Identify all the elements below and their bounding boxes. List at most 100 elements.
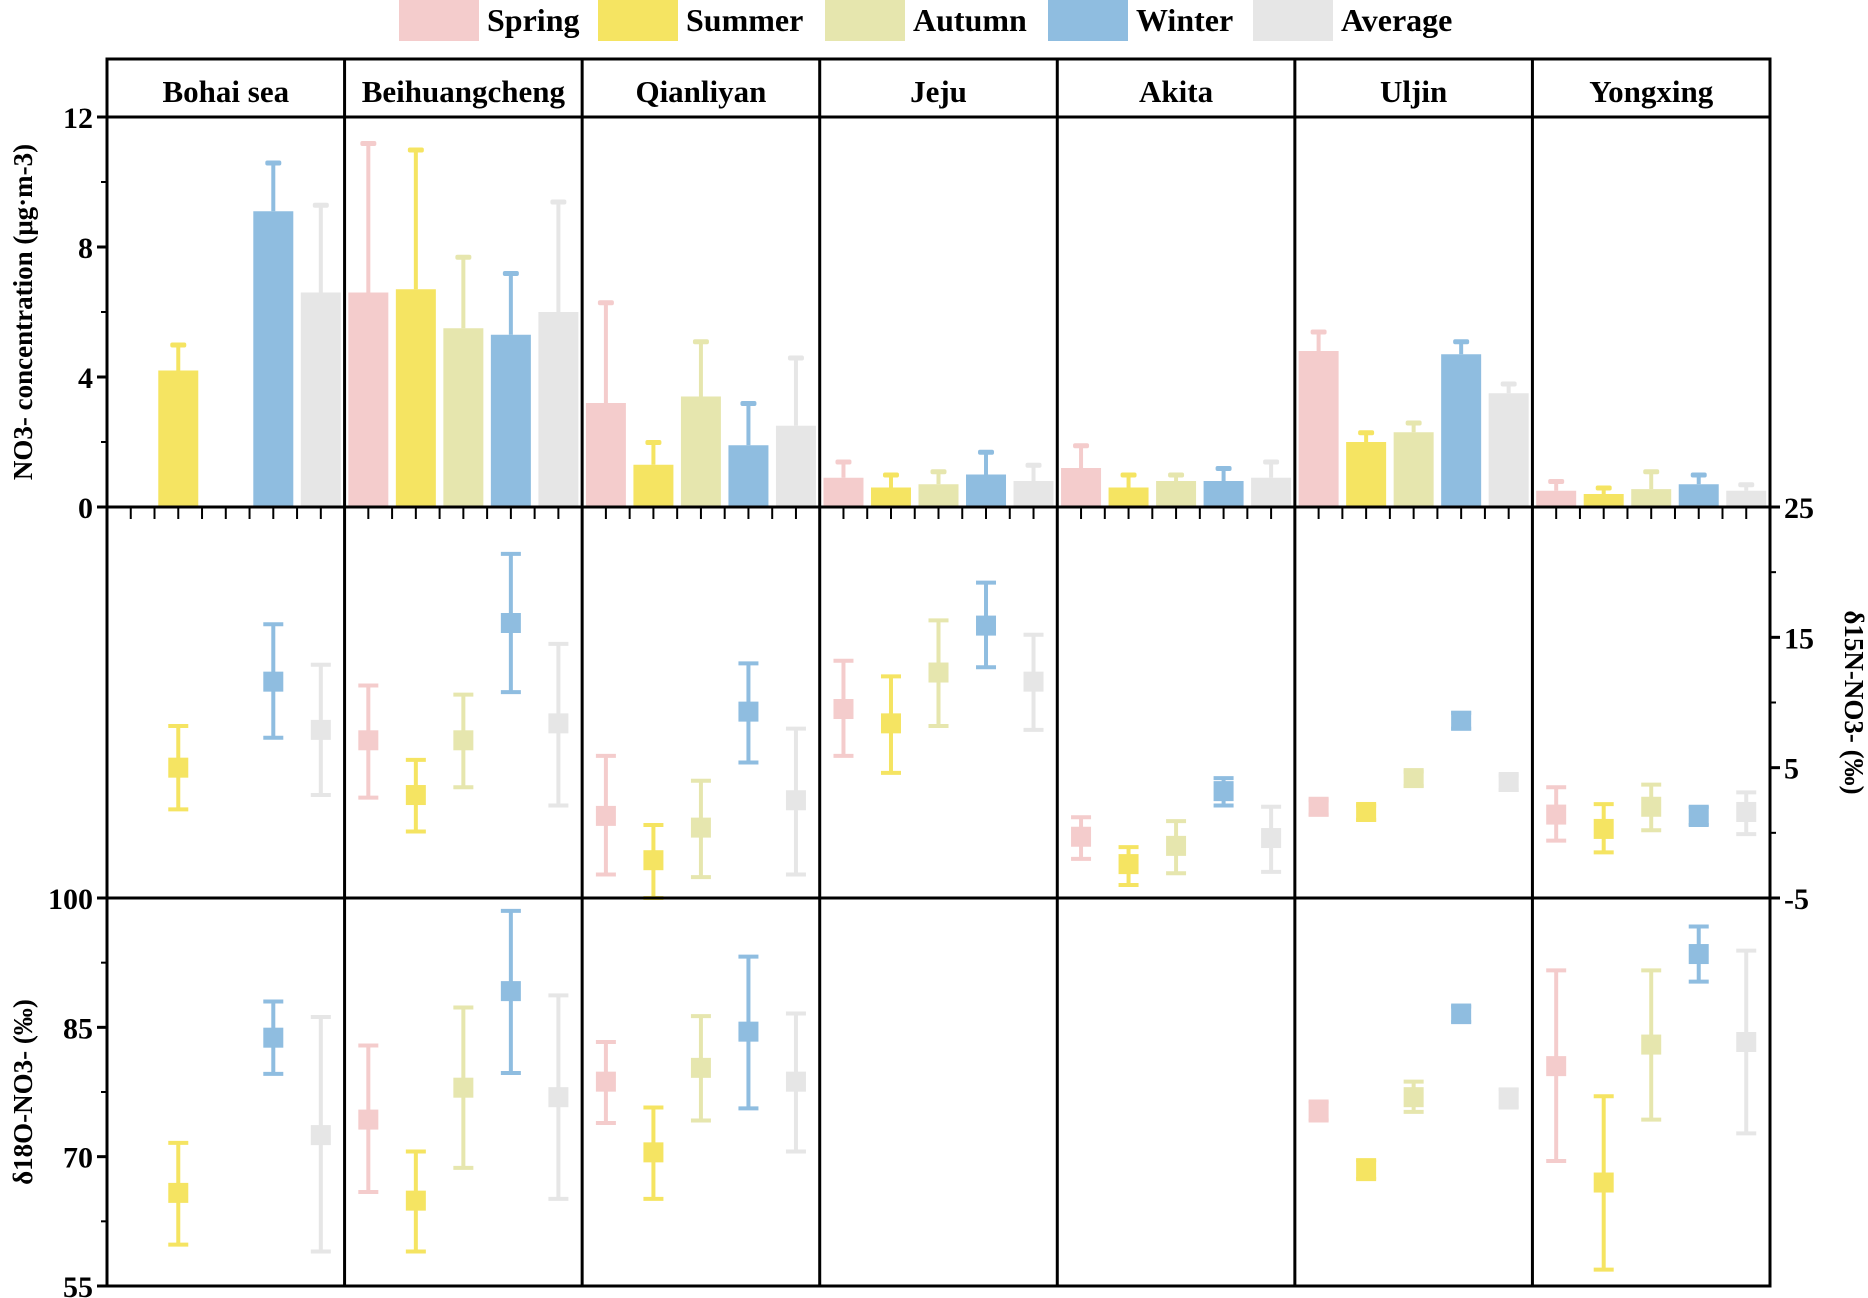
point-marker [1071, 826, 1092, 847]
bar [1203, 481, 1244, 507]
data-mark-uljin-spring [1308, 1099, 1329, 1123]
point-marker [928, 662, 949, 683]
data-mark-bohai-sea-summer [158, 342, 199, 507]
error-cap [312, 202, 329, 208]
data-mark-akita-autumn [1156, 472, 1197, 507]
data-mark-uljin-spring [1308, 796, 1329, 817]
legend-label-autumn: Autumn [913, 2, 1027, 38]
data-mark-qianliyan-average [785, 726, 806, 877]
data-mark-yongxing-average [1726, 482, 1767, 507]
error-cap [1690, 472, 1707, 478]
data-mark-qianliyan-summer [643, 823, 664, 900]
point-marker [1308, 796, 1329, 817]
point-marker [643, 1142, 664, 1163]
data-mark-yongxing-autumn [1631, 469, 1672, 507]
bar [443, 328, 484, 507]
bar [158, 370, 199, 507]
bar [1583, 494, 1624, 507]
y-tick-label: 4 [78, 362, 93, 395]
point-marker [785, 1071, 806, 1092]
data-mark-uljin-autumn [1393, 420, 1434, 507]
bar [1631, 489, 1672, 507]
point-marker [310, 1125, 331, 1146]
data-mark-yongxing-autumn [1641, 968, 1662, 1122]
bar [966, 474, 1007, 507]
point-marker [1118, 854, 1139, 875]
error-cap [1405, 420, 1422, 426]
bar [1488, 393, 1529, 507]
error-cap [787, 355, 804, 361]
data-mark-jeju-average [1023, 632, 1044, 732]
bar [1678, 484, 1719, 507]
error-cap [978, 449, 995, 455]
data-mark-akita-spring [1071, 815, 1092, 861]
data-mark-uljin-average [1498, 772, 1519, 793]
point-marker [168, 1182, 189, 1203]
data-mark-qianliyan-average [785, 1011, 806, 1154]
error-cap [407, 147, 424, 153]
data-mark-bohai-sea-average [300, 202, 341, 507]
point-marker [833, 699, 854, 720]
data-mark-qianliyan-summer [633, 440, 674, 507]
data-mark-akita-autumn [1166, 819, 1187, 876]
data-mark-beihuangcheng-spring [358, 683, 379, 800]
point-marker [1498, 1088, 1519, 1109]
point-marker [358, 730, 379, 751]
error-cap [1073, 443, 1090, 449]
legend-swatch-spring [399, 0, 479, 41]
bar [1393, 432, 1434, 507]
point-marker [310, 719, 331, 740]
y-axis-title-d15N: δ15N-NO3- (‰) [1839, 610, 1868, 794]
data-mark-qianliyan-autumn [690, 778, 711, 880]
point-marker [1213, 781, 1234, 802]
data-mark-akita-summer [1118, 845, 1139, 887]
data-mark-jeju-autumn [928, 618, 949, 728]
y-tick-label: 55 [63, 1271, 93, 1298]
error-cap [1595, 485, 1612, 491]
bar [585, 403, 626, 507]
data-mark-beihuangcheng-average [538, 199, 579, 507]
point-marker [1403, 768, 1424, 789]
data-mark-yongxing-spring [1546, 968, 1567, 1163]
error-cap [1168, 472, 1185, 478]
bar [728, 445, 769, 507]
error-cap [882, 472, 899, 478]
error-cap [645, 440, 662, 445]
point-marker [690, 817, 711, 838]
site-header: Uljin [1380, 74, 1447, 109]
point-marker [453, 1077, 474, 1098]
data-mark-akita-summer [1108, 472, 1149, 507]
data-mark-yongxing-average [1736, 948, 1757, 1136]
y-axis-title-d18O: δ18O-NO3- (‰) [8, 999, 38, 1185]
site-header: Jeju [910, 74, 967, 109]
data-mark-uljin-winter [1441, 339, 1482, 507]
point-marker [690, 1057, 711, 1078]
y-tick-label: 8 [78, 232, 93, 265]
y-tick-label: 100 [48, 883, 93, 916]
data-mark-uljin-summer [1346, 430, 1387, 507]
data-mark-bohai-sea-summer [168, 1140, 189, 1247]
bar [538, 312, 579, 507]
data-mark-qianliyan-winter [738, 661, 759, 765]
bar [1156, 481, 1197, 507]
data-mark-yongxing-winter [1678, 472, 1719, 507]
data-mark-akita-winter [1203, 466, 1244, 507]
data-mark-qianliyan-autumn [680, 339, 721, 507]
legend-swatch-average [1253, 0, 1333, 41]
y-tick-label: 12 [63, 102, 93, 135]
data-mark-akita-winter [1213, 776, 1234, 808]
y-tick-label: 5 [1784, 753, 1799, 786]
data-mark-yongxing-autumn [1641, 782, 1662, 833]
data-mark-qianliyan-spring [595, 753, 616, 877]
error-cap [1358, 430, 1375, 436]
bar [1013, 481, 1054, 507]
bar [348, 292, 389, 507]
point-marker [1356, 1159, 1377, 1180]
point-marker [500, 981, 521, 1002]
data-mark-qianliyan-summer [643, 1105, 664, 1201]
error-cap [1548, 479, 1565, 484]
bar [633, 464, 674, 507]
site-header: Akita [1139, 74, 1214, 109]
data-mark-beihuangcheng-autumn [453, 692, 474, 790]
